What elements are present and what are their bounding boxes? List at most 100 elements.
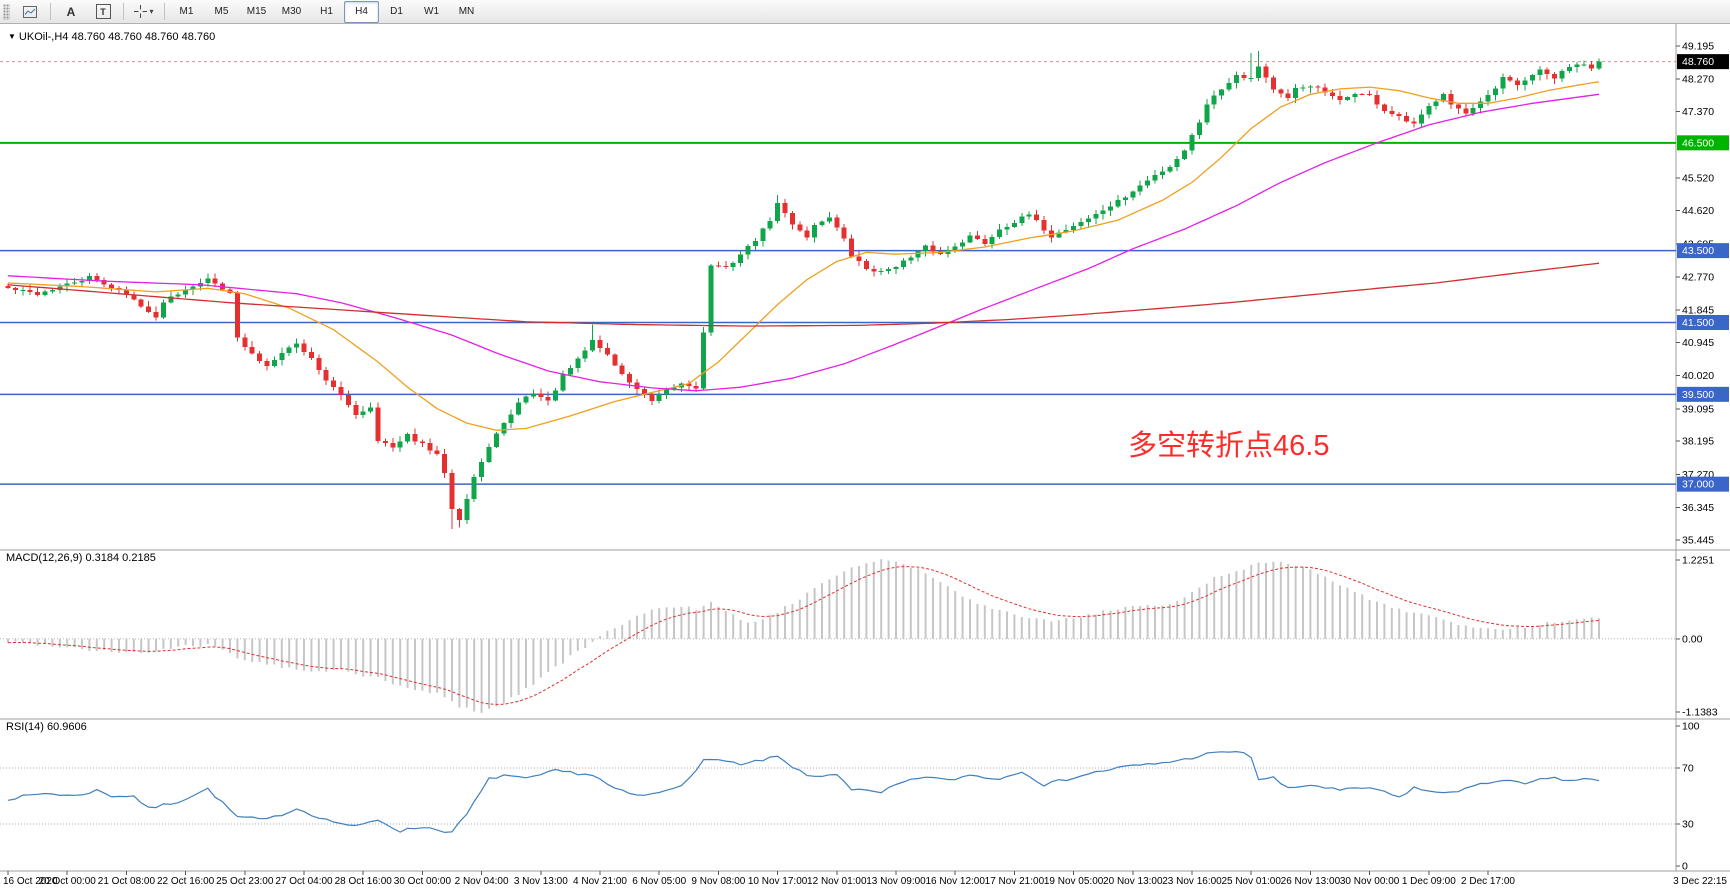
price-axis-label: 42.770 [1682,271,1714,283]
time-axis-label: 6 Nov 05:00 [632,876,686,887]
text-tool-icon: T [95,4,111,19]
time-axis-label: 19 Nov 05:00 [1044,876,1104,887]
trend-annotation[interactable]: 多空转折点46.5 [1128,430,1330,462]
price-axis-label: 39.095 [1682,403,1714,415]
time-axis-label: 13 Nov 09:00 [866,876,926,887]
rsi-axis-label: 100 [1682,721,1700,733]
macd-axis-label: 0.00 [1682,633,1703,645]
ma-mid-line [7,93,1600,392]
bid-price-label: 48.760 [1682,56,1714,68]
crosshair-button[interactable]: ▾ [128,1,160,23]
price-axis-label: 47.370 [1682,106,1714,118]
time-axis-label: 30 Oct 00:00 [394,876,452,887]
timeframe-button-d1[interactable]: D1 [390,6,403,17]
hline-price-box [1677,135,1729,151]
price-axis-label: 48.270 [1682,74,1714,86]
price-axis-label: 40.945 [1682,337,1714,349]
macd-panel[interactable] [0,559,1676,713]
ma-fast-line [7,81,1600,431]
time-axis-label: 3 Nov 13:00 [514,876,568,887]
time-axis-label: 25 Nov 01:00 [1221,876,1281,887]
time-axis-label: 2 Dec 17:00 [1461,876,1515,887]
time-axis-label: 1 Dec 09:00 [1402,876,1456,887]
toolbar: A T ▾ M1 M5 M15 M30 H1 H4 D1 W1 MN [0,0,1730,24]
ma-slow-line [7,262,1600,327]
time-axis-label: 16 Nov 12:00 [925,876,985,887]
chevron-down-icon: ▾ [149,7,154,16]
quick-trade-caret-icon[interactable]: ▼ [8,32,16,41]
price-chart-svg[interactable]: 49.19548.27047.37045.52044.62043.68542.7… [0,24,1730,890]
time-axis-label: 20 Nov 13:00 [1103,876,1163,887]
rsi-axis-label: 70 [1682,763,1694,775]
time-axis-label: 2 Nov 04:00 [455,876,509,887]
time-axis-label: 23 Nov 16:00 [1162,876,1222,887]
time-axis-label: 28 Oct 16:00 [335,876,393,887]
price-axis-label: 36.345 [1682,502,1714,514]
rsi-axis-label: 0 [1682,861,1688,873]
time-axis-label: 4 Nov 21:00 [573,876,627,887]
time-axis-label: 17 Nov 21:00 [985,876,1045,887]
toolbar-separator [164,3,165,20]
price-axis[interactable]: 49.19548.27047.37045.52044.62043.68542.7… [1676,41,1729,873]
time-axis-label: 10 Nov 17:00 [748,876,808,887]
macd-axis-label: -1.1383 [1682,706,1718,718]
arrow-text-button[interactable]: A [55,1,87,23]
time-axis-label: 9 Nov 08:00 [691,876,745,887]
timeframe-button-h4[interactable]: H4 [344,0,379,23]
timeframe-button-m1[interactable]: M1 [179,6,194,17]
time-axis-label: 12 Nov 01:00 [807,876,867,887]
macd-axis-label: 1.2251 [1682,555,1714,567]
macd-signal-line [7,566,1600,705]
price-axis-label: 49.195 [1682,41,1714,53]
timeframe-button-m15[interactable]: M15 [246,6,267,17]
hline-price-label: 41.500 [1682,317,1714,329]
price-axis-label: 38.195 [1682,436,1714,448]
macd-label: MACD(12,26,9) 0.3184 0.2185 [6,552,156,564]
letter-a-icon: A [66,4,76,19]
time-axis-label: 16 Oct 2020 [3,876,58,887]
time-axis-label: 27 Oct 04:00 [275,876,333,887]
bid-price-box [1677,54,1729,70]
toolbar-grip[interactable] [3,3,10,20]
symbol-ohlc-text: UKOil-,H4 48.760 48.760 48.760 48.760 [18,31,216,43]
symbol-ohlc-line: ▼ UKOil-,H4 48.760 48.760 48.760 48.760 [8,31,215,43]
hline-price-box [1677,314,1729,330]
panel-chrome [0,24,1730,872]
time-axis-label: 25 Oct 23:00 [216,876,274,887]
hline-price-box [1677,476,1729,492]
rsi-axis-label: 30 [1682,819,1694,831]
time-axis-label: 20 Oct 00:00 [39,876,97,887]
horizontal-line-objects[interactable] [0,61,1676,485]
time-axis-label: 21 Oct 08:00 [98,876,156,887]
hline-price-label: 43.500 [1682,245,1714,257]
price-axis-label: 44.620 [1682,205,1714,217]
time-axis-label: 30 Nov 00:00 [1340,876,1400,887]
toolbar-separator [123,3,124,20]
hline-price-label: 37.000 [1682,479,1714,491]
chart-area[interactable]: 49.19548.27047.37045.52044.62043.68542.7… [0,24,1730,890]
rsi-panel[interactable] [0,750,1676,834]
chart-icon [23,5,37,18]
text-label-button[interactable]: T [87,1,119,23]
hline-price-box [1677,386,1729,402]
time-axis-label: 3 Dec 22:15 [1673,876,1727,887]
hline-price-box [1677,243,1729,259]
price-axis-label: 40.020 [1682,370,1714,382]
hline-price-label: 39.500 [1682,389,1714,401]
toolbar-separator [50,3,51,20]
chart-button[interactable] [14,1,46,23]
crosshair-icon [134,5,148,18]
rsi-label: RSI(14) 60.9606 [6,721,87,733]
time-axis-label: 22 Oct 16:00 [157,876,215,887]
timeframe-button-w1[interactable]: W1 [424,6,439,17]
price-axis-label: 45.520 [1682,173,1714,185]
time-axis-label: 26 Nov 13:00 [1281,876,1341,887]
price-axis-label: 41.845 [1682,305,1714,317]
hline-price-label: 46.500 [1682,137,1714,149]
timeframe-button-h1[interactable]: H1 [320,6,333,17]
timeframe-button-m30[interactable]: M30 [281,6,302,17]
price-axis-label: 35.445 [1682,535,1714,547]
timeframe-button-m5[interactable]: M5 [214,6,229,17]
timeframe-button-mn[interactable]: MN [458,6,475,17]
